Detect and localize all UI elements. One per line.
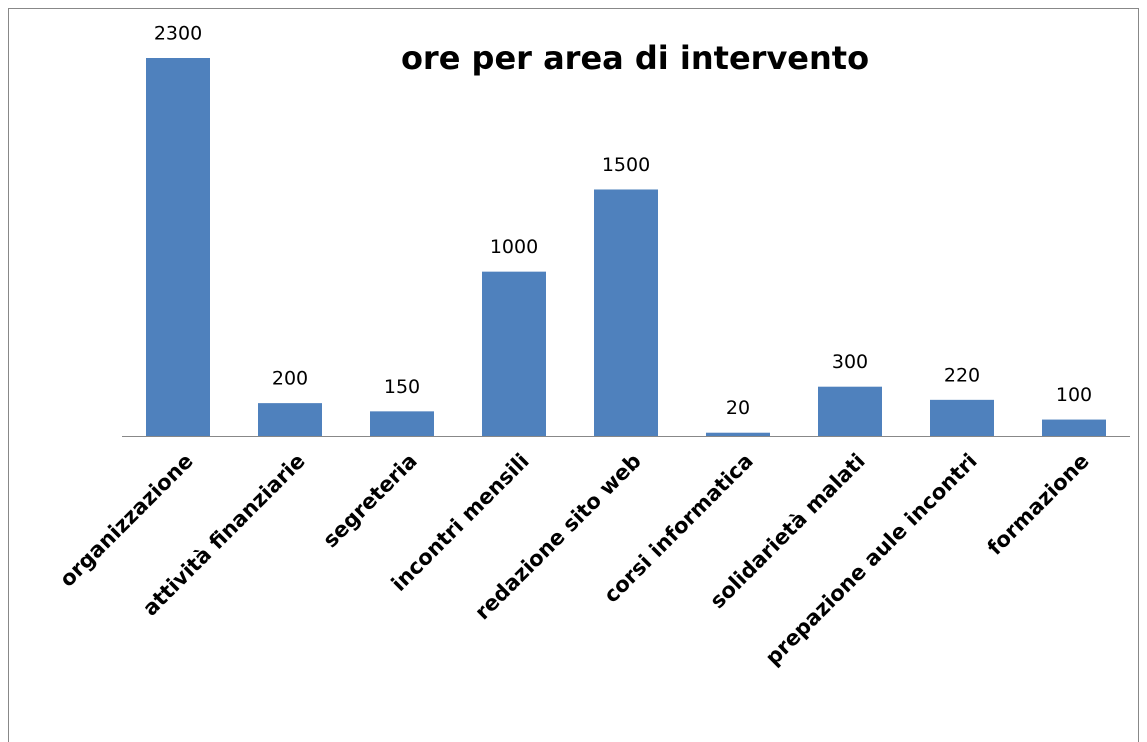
bar [706, 432, 770, 436]
bar [594, 189, 658, 436]
value-label: 150 [384, 376, 420, 398]
bar [146, 58, 210, 436]
bar [818, 386, 882, 436]
bar [258, 403, 322, 436]
chart-border [8, 8, 1139, 742]
value-label: 2300 [154, 23, 202, 45]
value-label: 100 [1056, 384, 1092, 406]
x-tick-label: segreteria [318, 449, 422, 553]
bar [1042, 419, 1106, 436]
value-label: 1500 [602, 154, 650, 176]
bar [930, 399, 994, 436]
chart-title: ore per area di intervento [401, 39, 869, 77]
value-label: 200 [272, 368, 308, 390]
bar [482, 271, 546, 436]
x-tick-label: prepazione aule incontri [761, 449, 982, 670]
value-label: 220 [944, 364, 980, 386]
value-label: 20 [726, 397, 750, 419]
x-tick-label: formazione [983, 449, 1094, 560]
bar [370, 411, 434, 436]
value-label: 300 [832, 351, 868, 373]
value-label: 1000 [490, 236, 538, 258]
